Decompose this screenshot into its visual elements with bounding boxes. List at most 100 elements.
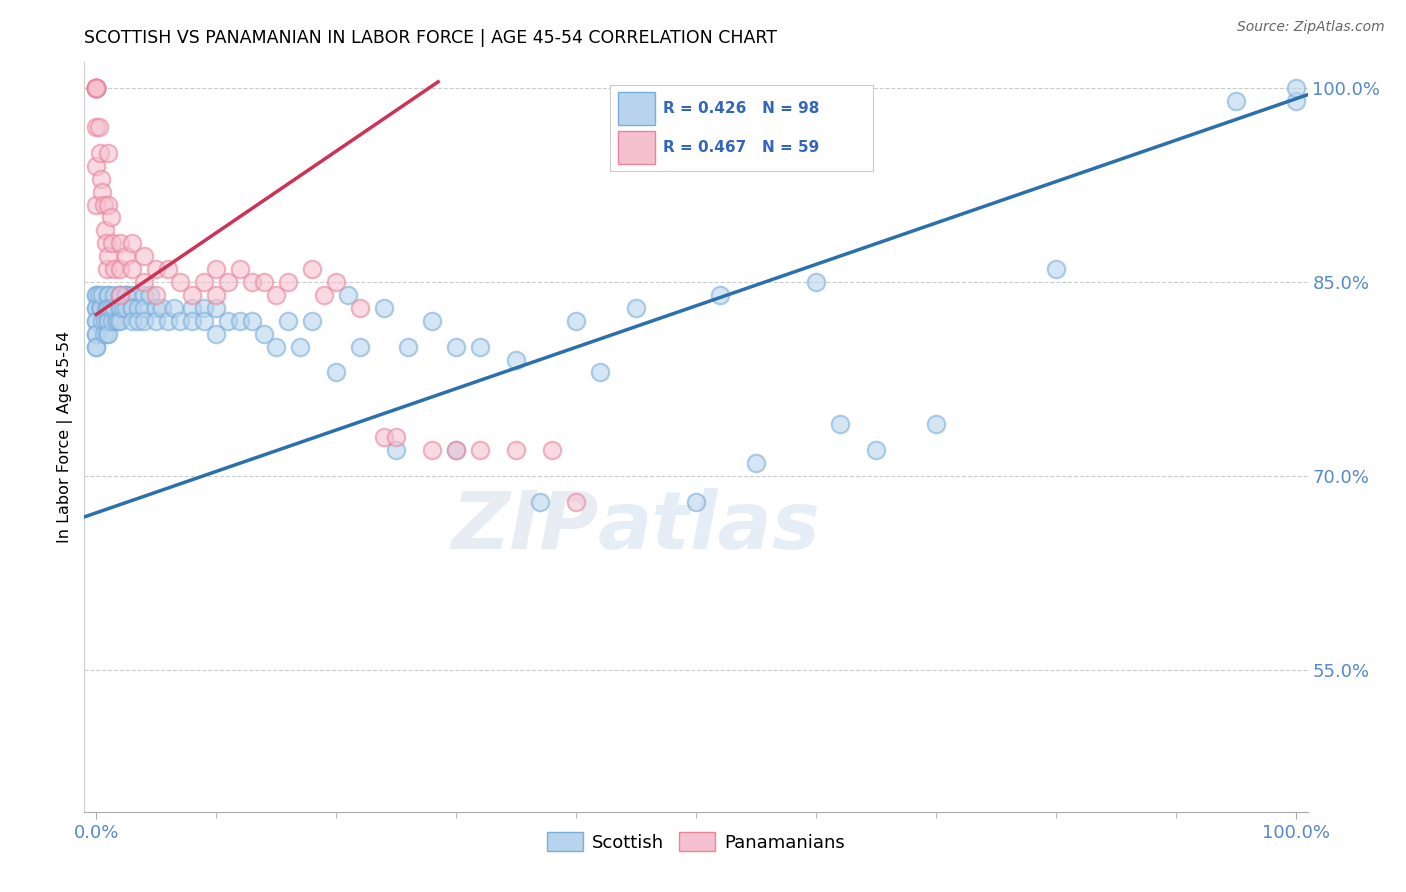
Point: [181, 288, 204, 302]
Point: [86, 81, 108, 95]
Point: [86, 81, 108, 95]
Point: [87, 288, 110, 302]
Point: [229, 314, 252, 328]
Point: [86, 81, 108, 95]
Point: [229, 262, 252, 277]
Text: SCOTTISH VS PANAMANIAN IN LABOR FORCE | AGE 45-54 CORRELATION CHART: SCOTTISH VS PANAMANIAN IN LABOR FORCE | …: [84, 29, 778, 47]
Point: [290, 340, 312, 354]
Y-axis label: In Labor Force | Age 45-54: In Labor Force | Age 45-54: [58, 331, 73, 543]
Point: [93, 223, 117, 237]
Point: [121, 262, 143, 277]
Point: [565, 314, 588, 328]
Point: [468, 340, 491, 354]
Point: [529, 494, 551, 508]
Point: [1225, 94, 1247, 108]
Point: [1284, 81, 1306, 95]
Point: [134, 275, 156, 289]
Point: [145, 301, 167, 315]
Point: [240, 314, 263, 328]
Point: [86, 340, 108, 354]
Point: [94, 236, 117, 251]
Point: [86, 288, 108, 302]
Point: [86, 81, 108, 95]
Point: [139, 288, 162, 302]
Point: [107, 314, 129, 328]
Point: [97, 288, 120, 302]
Point: [420, 314, 443, 328]
Point: [193, 301, 215, 315]
Point: [264, 340, 287, 354]
Point: [134, 301, 156, 315]
Point: [205, 262, 228, 277]
Point: [925, 417, 948, 432]
Point: [86, 120, 108, 134]
Point: [100, 301, 122, 315]
Point: [277, 314, 299, 328]
Text: atlas: atlas: [598, 488, 821, 566]
Point: [97, 314, 120, 328]
Point: [100, 211, 122, 225]
Point: [349, 340, 371, 354]
Point: [110, 314, 132, 328]
Point: [110, 236, 132, 251]
Point: [828, 417, 851, 432]
Point: [115, 288, 138, 302]
Point: [505, 442, 527, 457]
Point: [181, 314, 204, 328]
Point: [444, 340, 467, 354]
Point: [93, 197, 115, 211]
Point: [103, 288, 125, 302]
Legend: Scottish, Panamanians: Scottish, Panamanians: [540, 824, 852, 859]
Point: [96, 326, 118, 341]
Point: [624, 301, 647, 315]
Point: [145, 288, 167, 302]
Point: [444, 442, 467, 457]
Point: [385, 442, 408, 457]
Point: [97, 301, 120, 315]
Point: [385, 430, 408, 444]
Point: [181, 301, 204, 315]
Point: [1284, 94, 1306, 108]
Point: [86, 340, 108, 354]
Point: [373, 301, 395, 315]
Point: [93, 314, 117, 328]
Point: [121, 314, 143, 328]
Point: [217, 275, 239, 289]
Point: [205, 326, 228, 341]
Point: [163, 301, 186, 315]
Point: [145, 314, 167, 328]
Point: [115, 288, 138, 302]
Point: [86, 301, 108, 315]
Point: [86, 81, 108, 95]
Point: [264, 288, 287, 302]
Point: [86, 81, 108, 95]
Point: [103, 262, 125, 277]
Point: [134, 314, 156, 328]
Point: [86, 314, 108, 328]
Point: [217, 314, 239, 328]
Point: [565, 494, 588, 508]
Point: [89, 301, 111, 315]
Point: [86, 301, 108, 315]
Point: [97, 145, 120, 160]
Point: [169, 314, 191, 328]
Point: [157, 314, 180, 328]
Point: [205, 288, 228, 302]
Point: [110, 262, 132, 277]
Point: [86, 314, 108, 328]
Point: [145, 262, 167, 277]
Point: [94, 301, 117, 315]
Point: [97, 314, 120, 328]
Point: [115, 288, 138, 302]
Point: [86, 81, 108, 95]
Point: [337, 288, 360, 302]
Point: [325, 275, 347, 289]
Point: [193, 314, 215, 328]
Point: [865, 442, 887, 457]
Point: [86, 326, 108, 341]
Point: [349, 301, 371, 315]
Point: [104, 314, 127, 328]
Point: [91, 185, 114, 199]
Point: [444, 442, 467, 457]
Text: Source: ZipAtlas.com: Source: ZipAtlas.com: [1237, 20, 1385, 34]
